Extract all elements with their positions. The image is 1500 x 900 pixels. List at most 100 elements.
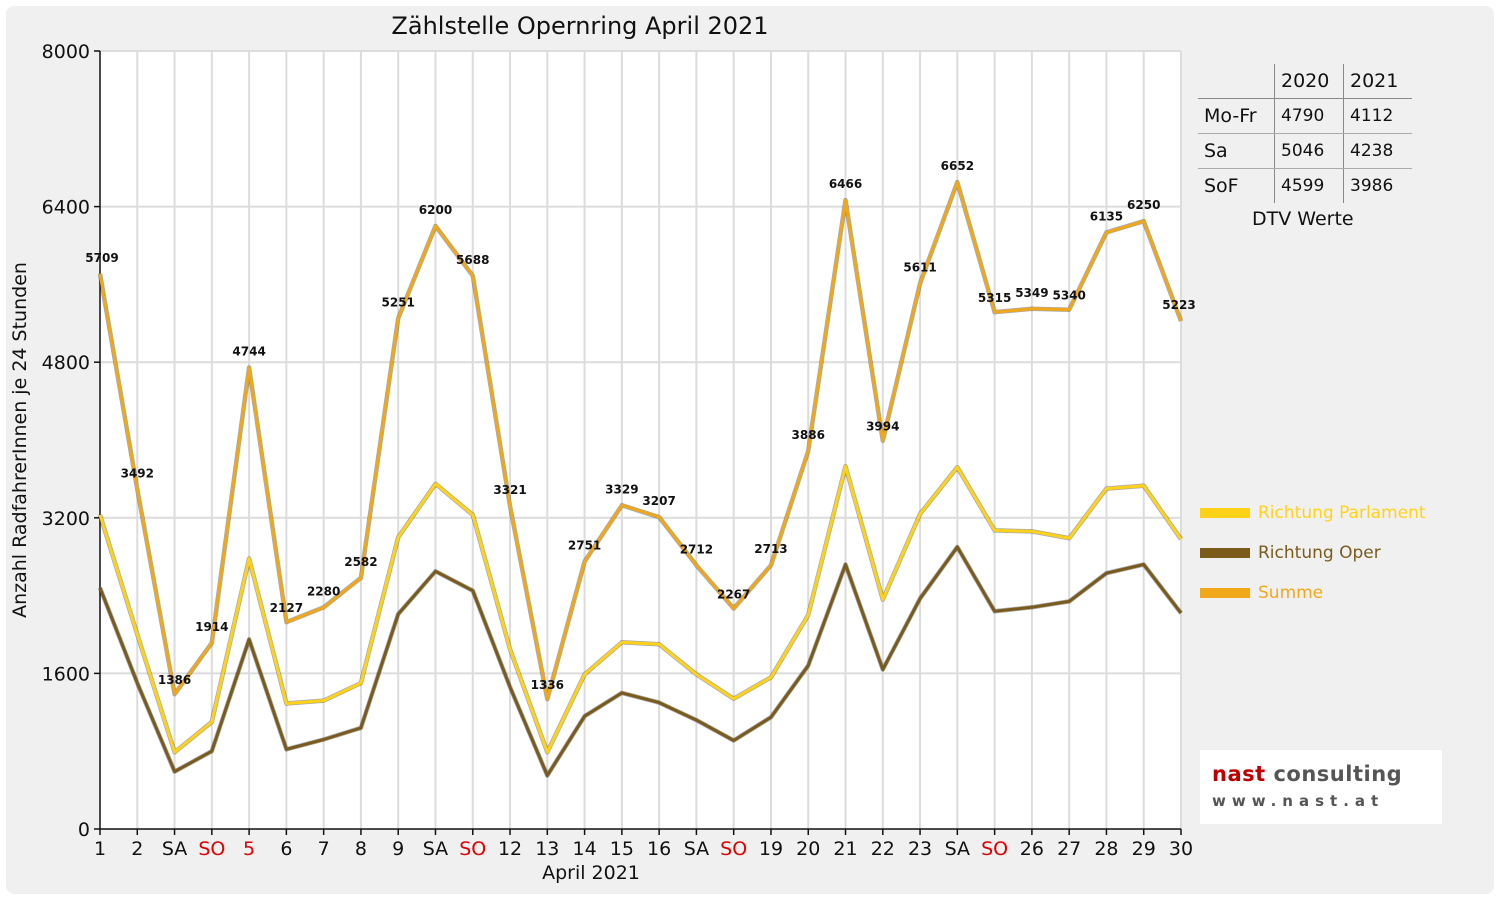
data-label: 5340 [1052,289,1085,303]
x-tick-label: 20 [796,838,820,860]
x-tick-label: SO [459,838,486,860]
dtv-header-2020: 2020 [1274,64,1344,99]
dtv-cell: 5046 [1274,133,1344,169]
data-label: 2280 [307,584,340,598]
plot-area [100,51,1181,829]
y-tick-label: 0 [78,819,90,841]
company-logo: nast consulting www.nast.at [1200,750,1442,824]
legend-item-summe: Summe [1200,573,1426,613]
x-tick-label: SA [684,838,709,860]
dtv-row-label: SoF [1204,175,1239,197]
x-tick-label: SA [423,838,448,860]
legend-swatch-oper [1200,548,1250,558]
x-tick-label: SA [945,838,970,860]
data-label: 2127 [270,601,303,615]
x-tick-label: 15 [610,838,634,860]
data-label: 5349 [1015,286,1048,300]
legend-swatch-summe [1200,588,1250,598]
legend-item-parlament: Richtung Parlament [1200,493,1426,533]
data-label: 6652 [941,159,974,173]
x-tick-label: 28 [1094,838,1118,860]
dtv-cell: 4599 [1274,168,1344,203]
data-label: 2751 [568,538,601,552]
x-tick-label: 29 [1132,838,1156,860]
data-label: 3321 [493,483,526,497]
x-tick-label: 1 [94,838,106,860]
data-label: 1914 [195,620,228,634]
x-tick-label: 14 [572,838,596,860]
legend-item-oper: Richtung Oper [1200,533,1426,573]
x-tick-label: 19 [759,838,783,860]
data-label: 3492 [121,466,154,480]
legend-label-parlament: Richtung Parlament [1258,503,1426,523]
x-axis-label: April 2021 [542,862,640,884]
dtv-caption: DTV Werte [1252,208,1354,230]
x-tick-label: SO [198,838,225,860]
x-tick-label: 2 [131,838,143,860]
x-tick-label: 9 [392,838,404,860]
data-label: 3329 [605,482,638,496]
legend-label-oper: Richtung Oper [1258,543,1381,563]
data-label: 5611 [903,260,936,274]
data-label: 2712 [680,542,713,556]
data-label: 1336 [531,678,564,692]
dtv-cell: 4790 [1274,98,1344,134]
x-tick-label: SO [720,838,747,860]
data-label: 5688 [456,253,489,267]
data-label: 3994 [866,420,899,434]
dtv-row-label: Mo-Fr [1198,98,1275,134]
y-tick-label: 3200 [42,508,90,530]
y-tick-label: 1600 [42,663,90,685]
data-label: 6250 [1127,198,1160,212]
data-label: 2582 [344,555,377,569]
x-tick-label: 7 [318,838,330,860]
x-tick-label: 30 [1169,838,1193,860]
legend-swatch-parlament [1200,508,1250,518]
data-label: 5709 [85,251,118,265]
x-tick-label: 21 [833,838,857,860]
chart-title: Zählstelle Opernring April 2021 [391,12,769,40]
data-label: 2267 [717,588,750,602]
x-tick-label: 8 [355,838,367,860]
logo-name-a: nast [1212,762,1266,786]
x-tick-label: 16 [647,838,671,860]
logo-name-b: consulting [1273,762,1403,786]
data-label: 5315 [978,291,1011,305]
x-tick-label: 27 [1057,838,1081,860]
logo-wordmark: nast consulting [1212,762,1402,786]
dtv-cell: 4112 [1343,98,1412,134]
dtv-row-label: Sa [1198,133,1275,169]
dtv-table: 2020 2021 Mo-Fr 4790 4112 Sa 5046 4238 S… [1198,64,1412,203]
dtv-cell: 3986 [1343,168,1412,203]
dtv-cell: 4238 [1343,133,1412,169]
data-label: 3886 [792,428,825,442]
x-tick-label: 12 [498,838,522,860]
dtv-header-2021: 2021 [1343,64,1412,99]
legend-label-summe: Summe [1258,583,1324,603]
data-label: 5223 [1162,298,1195,312]
series-line-richtung-parlament [98,464,1183,754]
x-tick-label: 26 [1020,838,1044,860]
data-label: 3207 [642,494,675,508]
data-label: 4744 [232,345,265,359]
x-tick-label: 23 [908,838,932,860]
data-label: 1386 [158,673,191,687]
x-tick-label: 22 [871,838,895,860]
legend: Richtung Parlament Richtung Oper Summe [1200,493,1426,613]
x-tick-label: SA [162,838,187,860]
data-label: 5251 [382,295,415,309]
series-line-richtung-oper [98,545,1183,777]
x-tick-label: SO [981,838,1008,860]
y-tick-label: 4800 [42,352,90,374]
dtv-header-empty [1198,64,1275,99]
data-label: 2713 [754,542,787,556]
data-label: 6200 [419,203,452,217]
x-tick-label: 13 [535,838,559,860]
logo-url: www.nast.at [1212,792,1385,810]
data-label: 6135 [1090,209,1123,223]
x-tick-label: 5 [243,838,255,860]
x-tick-label: 6 [280,838,292,860]
y-tick-label: 6400 [42,197,90,219]
series-line-summe [98,180,1183,701]
